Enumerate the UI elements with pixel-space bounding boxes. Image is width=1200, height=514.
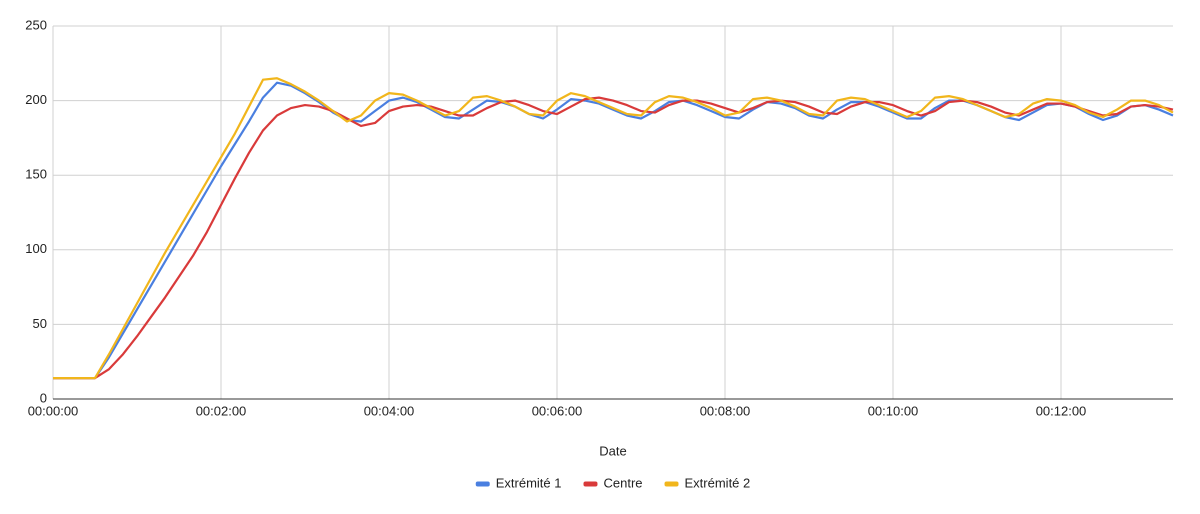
x-tick-label: 00:12:00 — [1036, 403, 1087, 418]
legend-label: Extrémité 1 — [496, 475, 562, 490]
y-tick-label: 0 — [40, 390, 47, 405]
legend-swatch — [664, 481, 679, 487]
y-tick-label: 50 — [33, 316, 47, 331]
series-line — [53, 77, 1174, 380]
legend-label: Extrémité 2 — [685, 475, 751, 490]
x-tick-label: 00:02:00 — [196, 403, 247, 418]
y-tick-label: 100 — [25, 241, 47, 256]
x-axis-label: Date — [599, 443, 626, 458]
x-tick-label: 00:10:00 — [868, 403, 919, 418]
legend-swatch — [583, 481, 598, 487]
y-tick-label: 250 — [25, 17, 47, 32]
legend: Extrémité 1 Centre Extrémité 2 — [475, 475, 751, 490]
y-tick-label: 200 — [25, 92, 47, 107]
x-tick-label: 00:08:00 — [700, 403, 751, 418]
legend-label: Centre — [603, 475, 642, 490]
x-tick-label: 00:04:00 — [364, 403, 415, 418]
y-tick-label: 150 — [25, 167, 47, 182]
x-tick-label: 00:06:00 — [532, 403, 583, 418]
x-tick-label: 00:00:00 — [28, 403, 79, 418]
series-line — [53, 96, 1174, 380]
legend-swatch — [475, 481, 490, 487]
